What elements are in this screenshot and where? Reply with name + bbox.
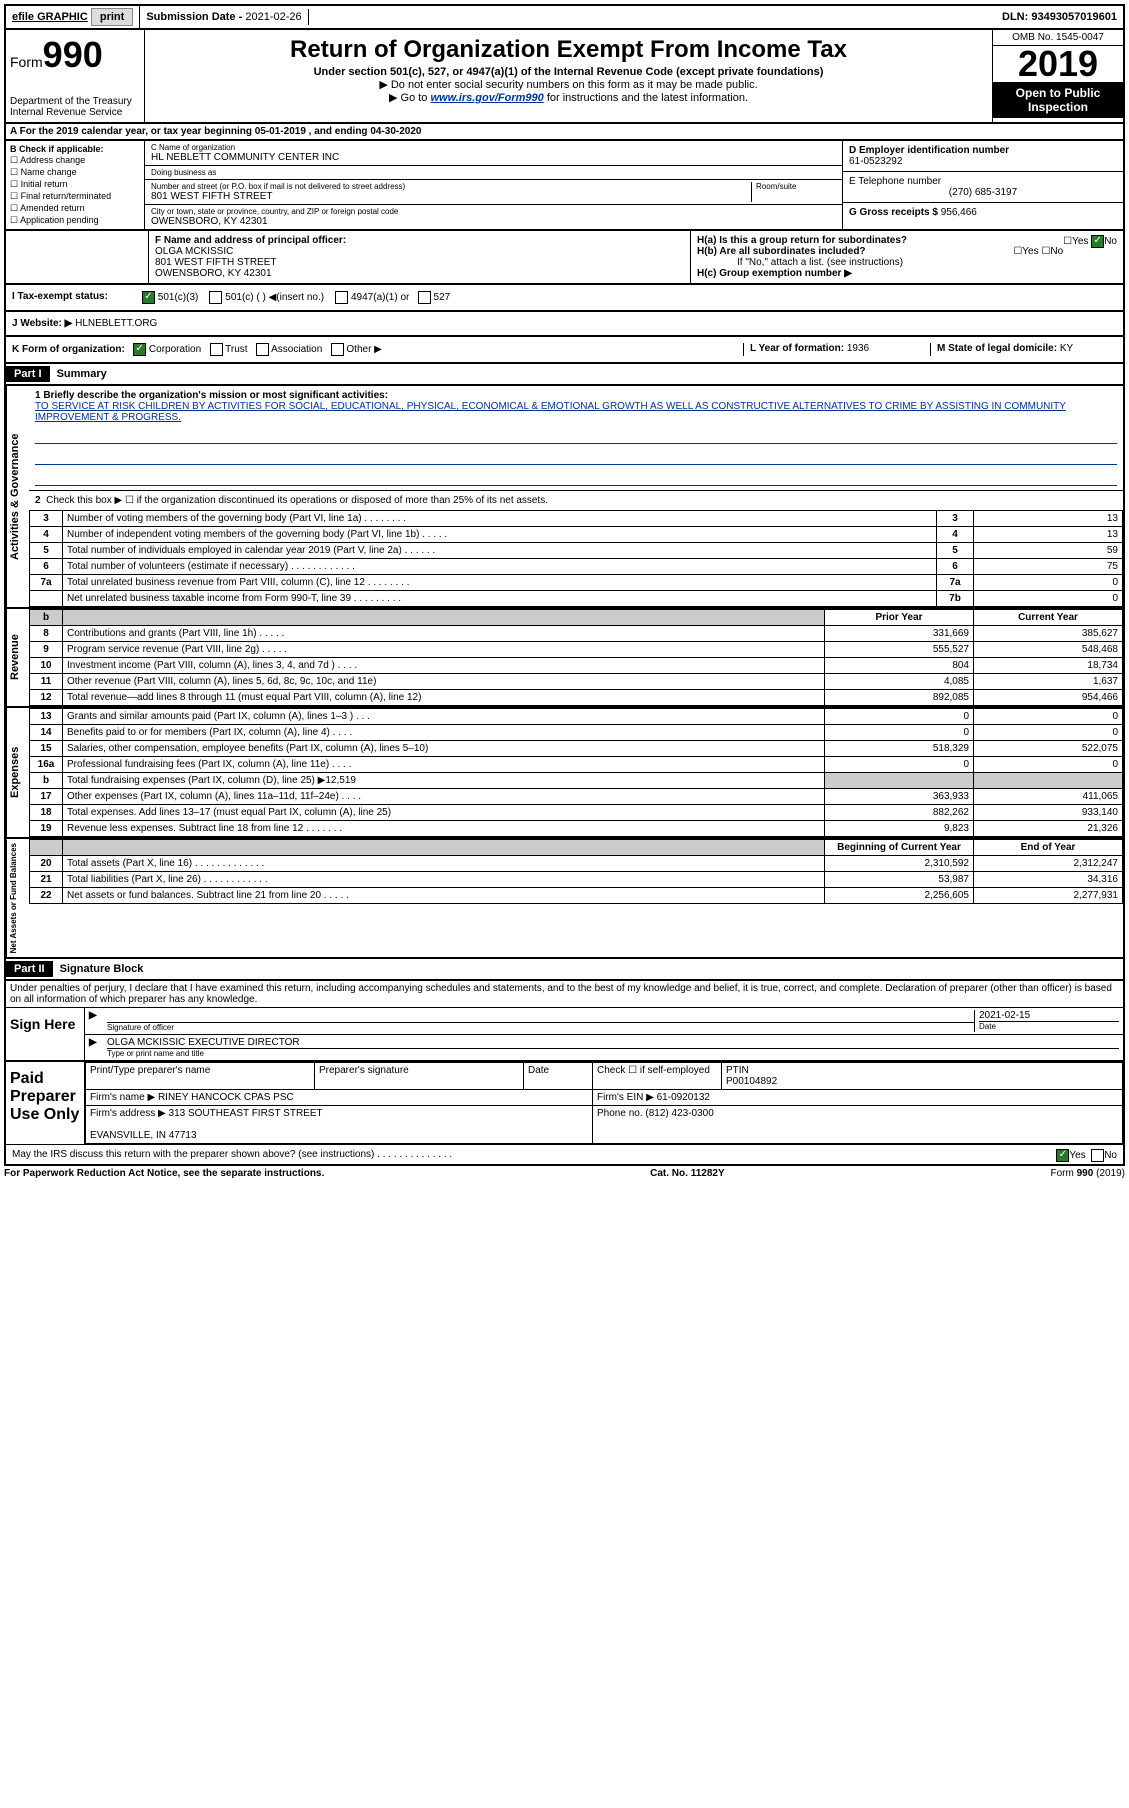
corp-checkbox[interactable] (133, 343, 146, 356)
tax-exempt-row: I Tax-exempt status: 501(c)(3) 501(c) ( … (4, 285, 1125, 312)
tax-year: 2019 (993, 46, 1123, 82)
sign-here-label: Sign Here (6, 1008, 85, 1060)
subtitle-2: ▶ Do not enter social security numbers o… (149, 78, 988, 91)
revenue-table: bPrior YearCurrent Year8Contributions an… (29, 609, 1123, 706)
exp-section: Expenses 13Grants and similar amounts pa… (4, 708, 1125, 839)
city-row: City or town, state or province, country… (145, 205, 842, 229)
discuss-yes[interactable] (1056, 1149, 1069, 1162)
net-section: Net Assets or Fund Balances Beginning of… (4, 839, 1125, 959)
org-name-row: C Name of organization HL NEBLETT COMMUN… (145, 141, 842, 166)
ha-no-checkbox[interactable] (1091, 235, 1104, 248)
mission-text: TO SERVICE AT RISK CHILDREN BY ACTIVITIE… (35, 401, 1066, 423)
declaration: Under penalties of perjury, I declare th… (6, 981, 1123, 1007)
dept-treasury: Department of the Treasury Internal Reve… (10, 96, 140, 118)
open-public-badge: Open to Public Inspection (993, 82, 1123, 118)
vert-expenses: Expenses (6, 708, 29, 837)
subtitle-3: ▶ Go to www.irs.gov/Form990 for instruct… (149, 91, 988, 104)
address-row: Number and street (or P.O. box if mail i… (145, 180, 842, 205)
dln: DLN: 93493057019601 (996, 9, 1123, 25)
vert-revenue: Revenue (6, 609, 29, 706)
vert-governance: Activities & Governance (6, 386, 29, 607)
form-header: Form990 Department of the Treasury Inter… (4, 30, 1125, 124)
submission-date: 2021-02-26 (245, 11, 301, 23)
org-name: HL NEBLETT COMMUNITY CENTER INC (151, 152, 836, 163)
footer: For Paperwork Reduction Act Notice, see … (4, 1166, 1125, 1181)
col-de: D Employer identification number 61-0523… (842, 141, 1123, 229)
form-number: Form990 (10, 34, 140, 76)
print-button[interactable]: print (91, 8, 133, 26)
line-a: A For the 2019 calendar year, or tax yea… (4, 124, 1125, 141)
gov-section: Activities & Governance 1 Briefly descri… (4, 386, 1125, 609)
gross-receipts: 956,466 (941, 207, 977, 218)
vert-net: Net Assets or Fund Balances (6, 839, 29, 957)
top-bar: efile GRAPHIC print Submission Date - 20… (4, 4, 1125, 30)
website-row: J Website: ▶ HLNEBLETT.ORG (4, 312, 1125, 337)
subtitle-1: Under section 501(c), 527, or 4947(a)(1)… (149, 66, 988, 78)
501c3-checkbox[interactable] (142, 291, 155, 304)
form-title: Return of Organization Exempt From Incom… (149, 36, 988, 64)
submission-label: Submission Date - (146, 11, 242, 23)
rev-section: Revenue bPrior YearCurrent Year8Contribu… (4, 609, 1125, 708)
col-b: B Check if applicable: ☐ Address change … (6, 141, 145, 229)
info-block: B Check if applicable: ☐ Address change … (4, 141, 1125, 231)
ein: 61-0523292 (849, 156, 902, 167)
signature-block: Under penalties of perjury, I declare th… (4, 981, 1125, 1166)
governance-table: 3Number of voting members of the governi… (29, 510, 1123, 607)
website: HLNEBLETT.ORG (72, 318, 157, 329)
paid-preparer-label: Paid Preparer Use Only (6, 1062, 85, 1144)
expenses-table: 13Grants and similar amounts paid (Part … (29, 708, 1123, 837)
net-table: Beginning of Current YearEnd of Year20To… (29, 839, 1123, 904)
part1-title: Summary (53, 368, 107, 380)
irs-link[interactable]: www.irs.gov/Form990 (430, 92, 543, 104)
phone: (270) 685-3197 (849, 187, 1117, 198)
row-fgh: F Name and address of principal officer:… (4, 231, 1125, 285)
part2-title: Signature Block (56, 963, 144, 975)
part2-header: Part II (6, 961, 53, 977)
efile-link[interactable]: efile GRAPHIC (12, 11, 88, 23)
part1-header: Part I (6, 366, 50, 382)
korg-row: K Form of organization: Corporation Trus… (4, 337, 1125, 364)
